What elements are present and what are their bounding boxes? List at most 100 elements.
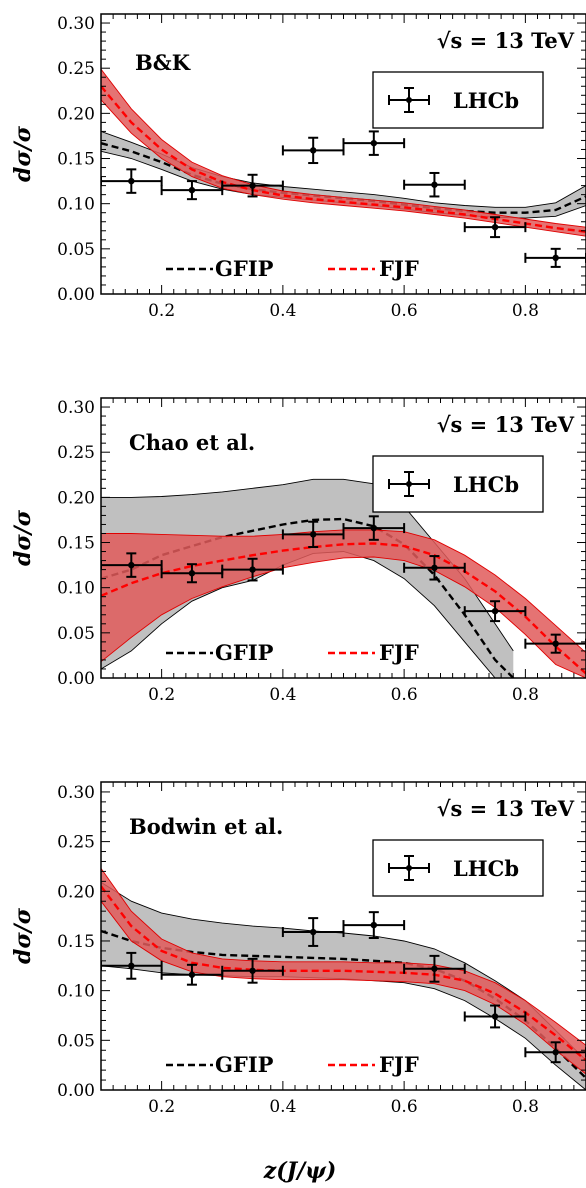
fjf-line [101, 885, 586, 1062]
lhcb-point [221, 557, 284, 582]
lhcb-marker [188, 570, 196, 577]
lhcb-marker [188, 186, 196, 194]
y-tick-label: 0.15 [57, 534, 95, 554]
lhcb-marker [249, 967, 256, 974]
x-tick-label: 0.8 [512, 1097, 539, 1117]
plot-area [101, 868, 586, 1090]
gfip-band [101, 882, 586, 1090]
data-legend: LHCb [372, 71, 544, 129]
gfip-band [101, 479, 514, 678]
y-tick-label: 0.15 [57, 150, 95, 170]
plot-area [101, 68, 586, 268]
x-tick-label: 0.4 [269, 301, 296, 321]
lhcb-marker [128, 177, 135, 185]
lhcb-point [342, 911, 406, 939]
x-tick-label: 0.4 [269, 685, 296, 705]
lhcb-point [403, 954, 466, 983]
lhcb-marker [491, 1013, 499, 1020]
y-tick-label: 0.30 [57, 783, 95, 803]
lhcb-point [524, 247, 586, 268]
y-tick-label: 0.10 [57, 982, 95, 1002]
legend-marker-dot [406, 97, 412, 103]
panel-title: Bodwin et al. [129, 814, 283, 839]
lhcb-point [403, 171, 466, 198]
lhcb-marker [431, 965, 438, 972]
lhcb-marker [188, 971, 196, 978]
lhcb-marker [552, 254, 559, 262]
gfip-line [101, 142, 586, 214]
fjf-band [101, 868, 586, 1075]
lhcb-point [463, 216, 527, 239]
fjf-line [101, 85, 586, 233]
lhcb-point [101, 552, 163, 578]
legend-label-lhcb: LHCb [453, 88, 519, 113]
x-tick-label: 0.6 [391, 685, 418, 705]
lhcb-marker [249, 566, 256, 573]
y-tick-label: 0.15 [57, 932, 95, 952]
fjf-band-lower-edge [101, 99, 586, 237]
lhcb-marker [431, 181, 438, 188]
x-tick-label: 0.6 [391, 301, 418, 321]
legend-label-gfip: GFIP [215, 256, 274, 281]
y-tick-label: 0.25 [57, 833, 95, 853]
gfip-line [101, 517, 515, 678]
lhcb-marker [128, 962, 135, 970]
y-axis-label: dσ/σ [10, 509, 36, 566]
panel-title: Chao et al. [129, 430, 255, 455]
legend-label-gfip: GFIP [215, 640, 274, 665]
x-axis-label: z(J/ψ) [263, 1158, 336, 1184]
legend-marker-dot [406, 865, 412, 871]
legend-label-lhcb: LHCb [453, 472, 519, 497]
panel-1: 0.2 0.4 0.6 0.8 0.00 0.05 0.10 0.15 0.20 0.25 0.30… [10, 13, 586, 321]
x-tick-label: 0.2 [148, 301, 175, 321]
y-tick-label: 0.05 [57, 1031, 95, 1051]
y-axis-label: dσ/σ [10, 125, 36, 182]
fjf-band-lower-edge [101, 556, 586, 678]
y-tick-label: 0.05 [57, 624, 95, 644]
x-tick-label: 0.2 [148, 1097, 175, 1117]
energy-label: √s = 13 TeV [437, 796, 575, 821]
curve-legend: GFIP FJF [166, 256, 419, 281]
legend-label-gfip: GFIP [215, 1052, 274, 1077]
lhcb-marker [552, 1049, 559, 1056]
data-legend: LHCb [372, 455, 544, 513]
axis-ticks [100, 13, 586, 295]
y-tick-label: 0.20 [57, 488, 95, 508]
y-tick-label: 0.30 [57, 398, 95, 418]
lhcb-point [101, 168, 163, 194]
legend-label-fjf: FJF [379, 640, 419, 665]
energy-label: √s = 13 TeV [437, 28, 575, 53]
fjf-band-upper-edge [101, 868, 586, 1046]
lhcb-point [463, 1004, 527, 1029]
energy-label: √s = 13 TeV [437, 412, 575, 437]
lhcb-marker [552, 640, 559, 647]
y-tick-label: 0.05 [57, 240, 95, 260]
lhcb-marker [370, 524, 378, 532]
lhcb-marker [309, 147, 317, 154]
panel-title: B&K [135, 50, 191, 75]
panel-2: 0.2 0.4 0.6 0.8 0.00 0.05 0.10 0.15 0.20 0.25 0.30… [10, 397, 586, 705]
lhcb-point [342, 515, 406, 541]
lhcb-point [463, 600, 527, 623]
x-tick-label: 0.8 [512, 685, 539, 705]
curve-legend: GFIP FJF [166, 1052, 419, 1077]
x-tick-label: 0.6 [391, 1097, 418, 1117]
lhcb-marker [309, 928, 317, 936]
legend-box [372, 839, 544, 897]
lhcb-point [403, 555, 466, 581]
lhcb-marker [431, 564, 438, 572]
lhcb-point [160, 180, 224, 201]
lhcb-point [221, 173, 284, 198]
x-tick-label: 0.2 [148, 685, 175, 705]
legend-label-fjf: FJF [379, 1052, 419, 1077]
x-tick-label: 0.8 [512, 301, 539, 321]
y-tick-label: 0.10 [57, 579, 95, 599]
lhcb-marker [370, 921, 378, 929]
y-tick-label: 0.20 [57, 104, 95, 124]
y-tick-label: 0.25 [57, 443, 95, 463]
y-tick-label: 0.00 [57, 669, 95, 689]
fjf-band-lower-edge [101, 900, 586, 1075]
legend-label-lhcb: LHCb [453, 856, 519, 881]
y-tick-label: 0.00 [57, 285, 95, 305]
